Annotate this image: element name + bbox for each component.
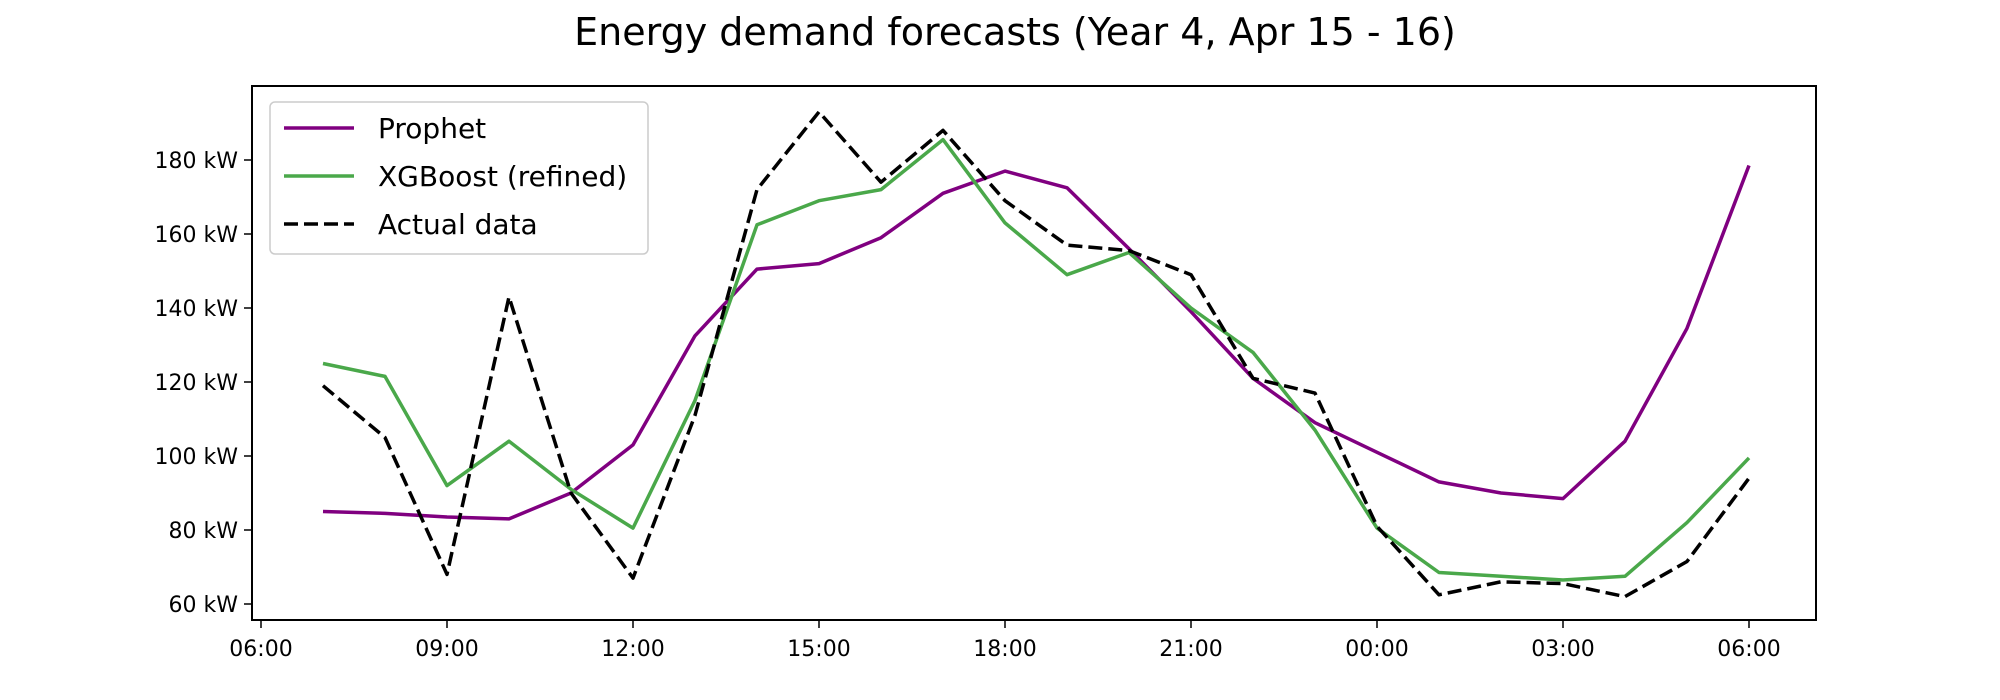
x-tick-label: 00:00 [1345,637,1408,662]
x-tick-label: 15:00 [787,637,850,662]
y-tick-label: 100 kW [155,445,239,470]
series-line-actual-data [321,110,1751,599]
y-axis: 60 kW 80 kW 100 kW 120 kW 140 kW 160 kW 180 kW [155,149,252,618]
legend-label: XGBoost (refined) [378,160,627,193]
y-tick-label: 140 kW [155,297,239,322]
y-tick-label: 120 kW [155,371,239,396]
series-layer [321,110,1751,599]
series-line-prophet [322,164,1751,521]
x-tick-label: 06:00 [1717,637,1780,662]
chart-title: Energy demand forecasts (Year 4, Apr 15 … [574,10,1456,54]
plot-frame [251,85,1817,621]
x-axis: 06:00 09:00 12:00 15:00 18:00 21:00 00:00 03:00… [229,620,1781,662]
legend: Prophet XGBoost (refined) Actual data [269,101,649,255]
x-tick-label: 03:00 [1531,637,1594,662]
x-tick-label: 18:00 [973,637,1036,662]
y-tick-label: 60 kW [169,593,239,618]
x-tick-label: 06:00 [229,637,292,662]
legend-label: Prophet [378,112,486,145]
y-tick-label: 180 kW [155,149,239,174]
y-tick-label: 80 kW [169,519,239,544]
legend-box [269,101,649,255]
x-tick-label: 12:00 [601,637,664,662]
legend-label: Actual data [378,208,538,241]
y-tick-label: 160 kW [155,223,239,248]
series-line-xgboost-refined [322,137,1751,582]
x-tick-label: 09:00 [415,637,478,662]
x-tick-label: 21:00 [1159,637,1222,662]
